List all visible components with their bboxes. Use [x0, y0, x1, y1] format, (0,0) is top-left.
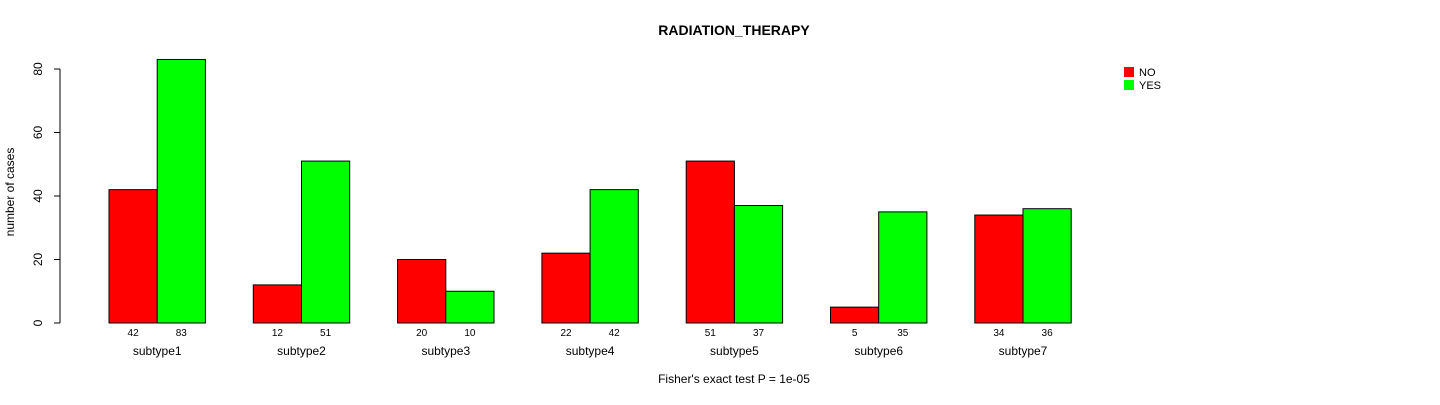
data-label-yes: 83	[176, 328, 188, 339]
data-label-yes: 35	[897, 328, 909, 339]
data-label-no: 20	[416, 328, 428, 339]
y-axis-label: number of cases	[3, 148, 17, 237]
y-axis: 0 20 40 60 80	[31, 62, 61, 326]
data-label-no: 42	[128, 328, 140, 339]
bar-no	[685, 160, 735, 324]
y-tick-label: 0	[31, 319, 45, 326]
legend-label-no: NO	[1139, 67, 1156, 79]
bar-group-subtype3: 20 10 subtype3	[397, 259, 495, 358]
category-label: subtype2	[277, 344, 326, 358]
bar-no	[541, 252, 591, 324]
y-tick-label: 60	[31, 126, 45, 140]
bar-group-subtype7: 34 36 subtype7	[974, 208, 1072, 358]
data-label-no: 12	[272, 328, 284, 339]
bar-group-subtype5: 51 37 subtype5	[685, 160, 784, 358]
bar-yes	[878, 211, 928, 324]
data-label-no: 5	[852, 328, 858, 339]
bar-group-subtype2: 12 51 subtype2	[252, 160, 351, 358]
y-tick-label: 20	[31, 253, 45, 267]
category-label: subtype4	[566, 344, 615, 358]
data-label-no: 51	[705, 328, 717, 339]
bar-group-subtype1: 42 83 subtype1	[108, 58, 206, 358]
bar-no	[974, 214, 1024, 324]
bar-yes	[156, 58, 206, 324]
data-label-yes: 36	[1042, 328, 1054, 339]
bar-no	[397, 259, 447, 324]
bars: 42 83 subtype1 12 51 subtype2 20 10 subtype3 22 42…	[108, 58, 1072, 358]
bar-group-subtype4: 22 42 subtype4	[541, 189, 639, 358]
y-tick-label: 80	[31, 62, 45, 76]
bar-yes	[589, 189, 639, 324]
data-label-yes: 37	[753, 328, 765, 339]
bar-yes	[301, 160, 351, 324]
data-label-yes: 10	[464, 328, 476, 339]
data-label-yes: 51	[320, 328, 332, 339]
legend-swatch-yes	[1124, 80, 1134, 90]
bar-yes	[733, 205, 784, 324]
bar-group-subtype6: 5 35 subtype6	[830, 211, 928, 358]
legend-label-yes: YES	[1139, 80, 1161, 92]
data-label-no: 22	[560, 328, 572, 339]
category-label: subtype5	[710, 344, 759, 358]
data-label-yes: 42	[609, 328, 621, 339]
bar-no	[108, 189, 158, 324]
y-tick-label: 40	[31, 189, 45, 203]
x-axis-label: Fisher's exact test P = 1e-05	[658, 372, 810, 386]
bar-no	[252, 284, 303, 324]
bar-yes	[1022, 208, 1072, 324]
category-label: subtype3	[421, 344, 470, 358]
category-label: subtype7	[999, 344, 1048, 358]
bar-yes	[445, 290, 495, 324]
category-label: subtype1	[133, 344, 182, 358]
legend-swatch-no	[1124, 67, 1134, 77]
chart-title: RADIATION_THERAPY	[658, 22, 810, 38]
bar-no	[830, 306, 880, 324]
category-label: subtype6	[854, 344, 903, 358]
data-label-no: 34	[993, 328, 1005, 339]
